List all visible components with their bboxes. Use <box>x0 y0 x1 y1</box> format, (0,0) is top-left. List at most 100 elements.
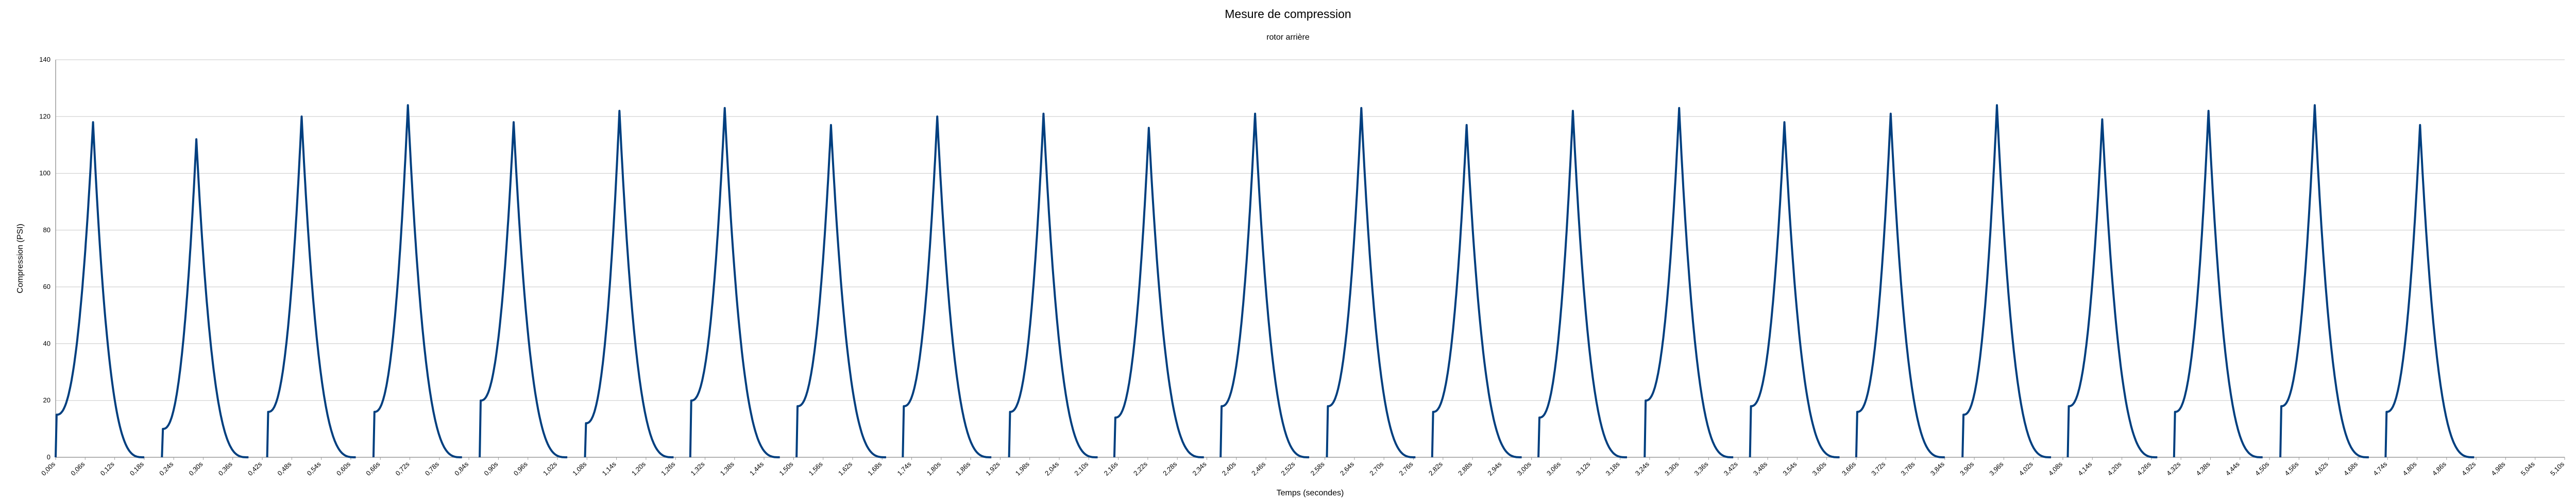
compression-pulse-line <box>1326 107 1416 458</box>
x-tick-label: 4,74s <box>2371 460 2388 477</box>
compression-pulse-line <box>372 104 463 458</box>
x-tick-label: 4,50s <box>2253 460 2270 477</box>
compression-pulse-line <box>266 115 357 458</box>
x-tick-label: 0,00s <box>40 460 57 477</box>
x-tick-label: 1,92s <box>984 460 1001 477</box>
compression-pulse-line <box>689 107 781 458</box>
x-tick-label: 2,64s <box>1338 460 1355 477</box>
x-tick-label: 3,24s <box>1634 460 1651 477</box>
y-tick-label: 60 <box>43 283 50 290</box>
compression-pulse-line <box>1855 112 1945 458</box>
x-tick-label: 0,18s <box>128 460 145 477</box>
x-tick-label: 2,34s <box>1191 460 1208 477</box>
x-tick-label: 0,24s <box>158 460 175 477</box>
y-tick-label: 120 <box>39 112 50 120</box>
x-tick-label: 2,46s <box>1250 460 1267 477</box>
x-tick-label: 0,90s <box>482 460 499 477</box>
y-tick-label: 20 <box>43 397 50 404</box>
x-tick-label: 4,56s <box>2283 460 2300 477</box>
x-tick-label: 3,66s <box>1840 460 1857 477</box>
compression-pulse-line <box>55 121 145 458</box>
compression-pulse-line <box>2384 124 2475 458</box>
x-tick-label: 3,60s <box>1811 460 1828 477</box>
x-tick-label: 2,52s <box>1279 460 1296 477</box>
x-tick-label: 0,72s <box>394 460 411 477</box>
compression-pulse-line <box>902 115 992 458</box>
x-tick-label: 0,30s <box>187 460 204 477</box>
compression-pulse-line <box>584 110 674 458</box>
x-tick-label: 4,86s <box>2431 460 2448 477</box>
compression-pulse-line <box>479 121 568 458</box>
compression-pulse-line <box>1537 110 1628 458</box>
compression-pulse-line <box>2066 118 2158 458</box>
x-tick-label: 4,62s <box>2313 460 2330 477</box>
grid <box>56 59 2565 458</box>
x-tick-label: 1,68s <box>866 460 883 477</box>
x-tick-label: 3,72s <box>1870 460 1887 477</box>
x-tick-label: 3,42s <box>1722 460 1739 477</box>
x-tick-label: 1,98s <box>1014 460 1031 477</box>
x-tick-label: 4,08s <box>2047 460 2064 477</box>
x-tick-label: 1,14s <box>601 460 618 477</box>
x-tick-label: 0,12s <box>99 460 116 477</box>
y-tick-labels: 0 20 40 60 80 100 120 140 <box>39 56 50 461</box>
x-tick-label: 5,04s <box>2519 460 2536 477</box>
x-tick-label: 2,16s <box>1103 460 1120 477</box>
compression-pulse-line <box>1749 121 1840 458</box>
chart-subtitle: rotor arrière <box>1266 33 1310 42</box>
x-tick-label: 1,32s <box>689 460 706 477</box>
compression-pulse-line <box>1219 112 1310 458</box>
x-tick-label: 1,74s <box>896 460 913 477</box>
x-tick-label: 4,32s <box>2165 460 2182 477</box>
x-tick-label: 4,98s <box>2489 460 2506 477</box>
x-tick-label: 0,84s <box>453 460 470 477</box>
x-tick-label: 2,76s <box>1398 460 1415 477</box>
x-tick-label: 4,14s <box>2076 460 2093 477</box>
x-tick-label: 1,56s <box>807 460 824 477</box>
x-tick-label: 0,48s <box>276 460 293 477</box>
x-tick-label: 2,28s <box>1161 460 1178 477</box>
x-tick-label: 0,96s <box>512 460 529 477</box>
x-tick-label: 4,92s <box>2460 460 2477 477</box>
x-tick-label: 2,82s <box>1427 460 1444 477</box>
y-axis-title: Compression (PSI) <box>16 223 25 293</box>
compression-pulse-line <box>1008 112 1098 458</box>
x-tick-label: 1,62s <box>837 460 854 477</box>
x-tick-label: 3,84s <box>1929 460 1946 477</box>
compression-pulse-line <box>161 138 249 458</box>
x-tick-label: 2,70s <box>1368 460 1385 477</box>
x-tick-label: 1,44s <box>748 460 765 477</box>
x-tick-label: 2,40s <box>1221 460 1238 477</box>
y-tick-label: 80 <box>43 226 50 234</box>
x-tick-label: 1,20s <box>630 460 647 477</box>
x-tick-label: 4,38s <box>2194 460 2211 477</box>
x-tick-label: 5,10s <box>2549 460 2566 477</box>
x-tick-label: 3,36s <box>1692 460 1709 477</box>
x-tick-label: 0,78s <box>423 460 440 477</box>
x-tick-label: 0,54s <box>306 460 323 477</box>
x-tick-label: 2,58s <box>1309 460 1326 477</box>
x-tick-label: 4,26s <box>2136 460 2153 477</box>
compression-pulse-line <box>1961 104 2052 458</box>
x-tick-label: 1,26s <box>659 460 676 477</box>
series <box>55 104 2475 458</box>
x-tick-label: 1,08s <box>571 460 588 477</box>
x-tick-label: 3,48s <box>1752 460 1769 477</box>
y-tick-label: 0 <box>47 453 50 461</box>
x-tick-label: 3,90s <box>1958 460 1975 477</box>
x-tick-label: 3,12s <box>1574 460 1591 477</box>
y-tick-label: 40 <box>43 339 50 347</box>
x-tick-label: 4,80s <box>2401 460 2418 477</box>
x-tick-label: 2,22s <box>1132 460 1149 477</box>
x-tick-label: 4,20s <box>2106 460 2123 477</box>
x-tick-label: 2,94s <box>1486 460 1503 477</box>
chart-title: Mesure de compression <box>1225 7 1351 21</box>
x-tick-labels: 0,00s 0,06s 0,12s 0,18s 0,24s 0,30s 0,36s 0,42s… <box>40 460 2566 477</box>
x-tick-label: 3,96s <box>1988 460 2005 477</box>
compression-pulse-line <box>1113 127 1205 458</box>
axes <box>55 60 2565 460</box>
y-tick-label: 140 <box>39 56 50 63</box>
x-tick-label: 2,04s <box>1043 460 1060 477</box>
